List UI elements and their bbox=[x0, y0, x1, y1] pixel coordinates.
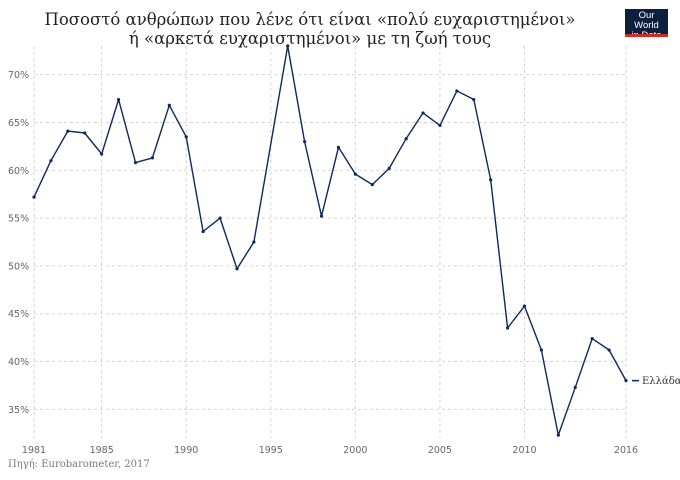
data-point bbox=[506, 326, 510, 330]
data-point bbox=[522, 304, 527, 308]
y-tick-label: 60% bbox=[8, 166, 29, 177]
series-line-0 bbox=[33, 45, 627, 436]
data-point bbox=[387, 166, 391, 170]
chart-title: Ποσοστό ανθρώπων που λένε ότι είναι «πολ… bbox=[0, 10, 620, 48]
y-tick-label: 50% bbox=[8, 261, 29, 272]
data-point bbox=[286, 44, 290, 48]
data-point bbox=[472, 97, 476, 102]
y-tick-label: 65% bbox=[8, 118, 29, 129]
y-tick-label: 70% bbox=[8, 70, 29, 81]
data-point bbox=[455, 89, 459, 93]
data-point bbox=[438, 123, 442, 127]
grid bbox=[33, 46, 627, 438]
legend: Ελλάδα bbox=[632, 376, 680, 387]
data-point bbox=[624, 379, 628, 383]
data-point bbox=[303, 140, 307, 144]
data-point bbox=[573, 385, 577, 389]
data-point bbox=[235, 267, 239, 271]
chart-title-line-2: ή «αρκετά ευχαριστημένοι» με τη ζωή τους bbox=[128, 29, 492, 48]
x-tick-label: 1990 bbox=[174, 445, 198, 456]
data-point bbox=[218, 216, 222, 220]
x-tick-label: 1995 bbox=[259, 445, 283, 456]
source-note: Πηγή: Eurobarometer, 2017 bbox=[8, 459, 150, 470]
data-point bbox=[66, 129, 70, 133]
data-point bbox=[607, 348, 611, 352]
y-tick-label: 40% bbox=[8, 357, 29, 368]
data-point bbox=[83, 131, 87, 135]
data-point bbox=[100, 152, 104, 156]
x-tick-label: 2016 bbox=[614, 445, 638, 456]
y-tick-label: 35% bbox=[8, 405, 29, 416]
x-tick-label: 1981 bbox=[22, 445, 46, 456]
data-point bbox=[370, 183, 374, 187]
data-point bbox=[49, 159, 53, 163]
data-point bbox=[590, 336, 594, 341]
x-tick-label: 2010 bbox=[512, 445, 536, 456]
owid-logo[interactable]: Our World in Data bbox=[625, 9, 668, 41]
legend-label: Ελλάδα bbox=[642, 376, 680, 387]
data-point bbox=[539, 348, 544, 352]
data-point bbox=[116, 97, 121, 102]
x-tick-label: 2005 bbox=[428, 445, 452, 456]
y-tick-label: 55% bbox=[8, 214, 29, 225]
data-point bbox=[404, 137, 408, 141]
data-point bbox=[252, 240, 256, 244]
data-point bbox=[167, 103, 171, 107]
data-point bbox=[184, 135, 188, 139]
data-point bbox=[336, 145, 341, 149]
series-layer bbox=[32, 44, 628, 437]
data-point bbox=[353, 172, 357, 176]
logo-line-1: Our World bbox=[634, 10, 659, 31]
data-point bbox=[150, 156, 154, 160]
axes: 35% 40% 45% 50% 55% 60% 65% 70% 1981 1985 1990 1995… bbox=[8, 70, 638, 456]
chart-title-line-1: Ποσοστό ανθρώπων που λένε ότι είναι «πολ… bbox=[44, 10, 576, 29]
data-point bbox=[489, 178, 493, 182]
data-point bbox=[133, 161, 138, 165]
x-tick-label: 1985 bbox=[90, 445, 114, 456]
y-tick-label: 45% bbox=[8, 309, 29, 320]
data-point bbox=[32, 195, 36, 199]
data-point bbox=[201, 229, 205, 234]
x-tick-label: 2000 bbox=[343, 445, 367, 456]
data-point bbox=[421, 111, 425, 115]
data-point bbox=[556, 433, 560, 437]
data-point bbox=[319, 214, 324, 218]
